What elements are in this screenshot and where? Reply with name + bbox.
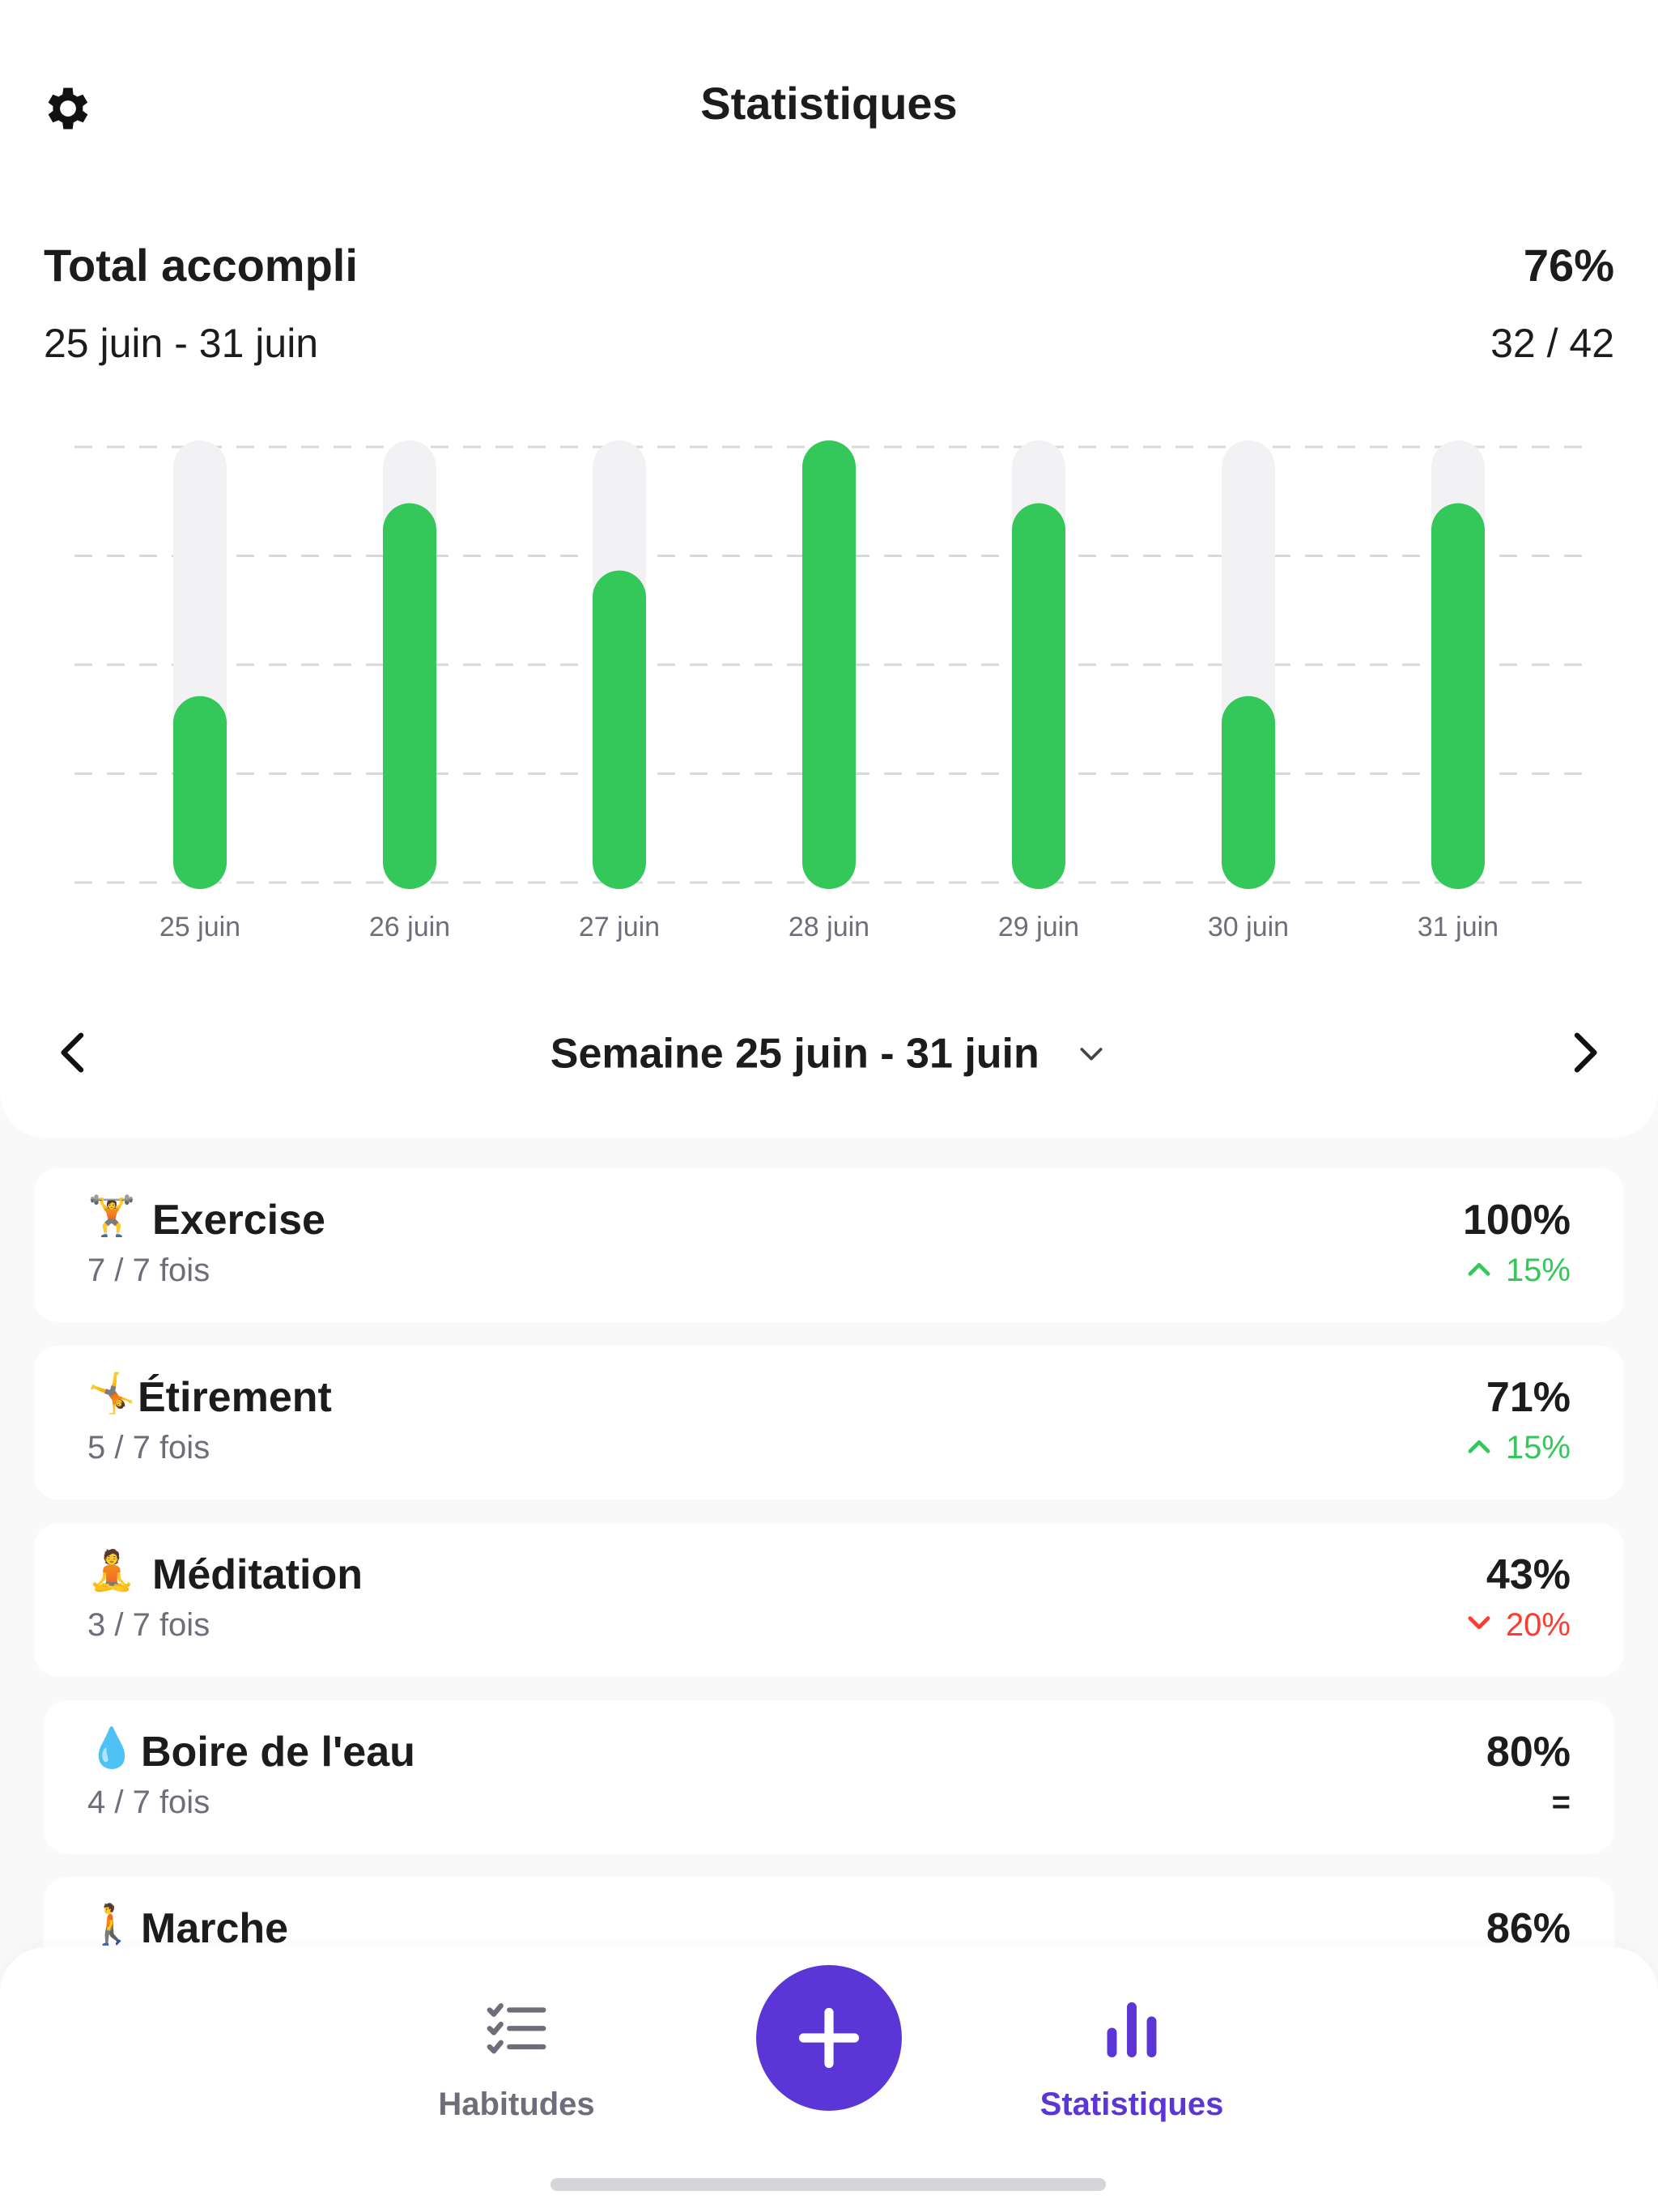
tab-statistiques-label: Statistiques: [1039, 2087, 1224, 2122]
x-tick-label: 25 juin: [159, 912, 240, 942]
summary-count: 32 / 42: [1490, 321, 1614, 366]
habit-emoji: 🧘: [87, 1550, 136, 1593]
x-tick-label: 30 juin: [1208, 912, 1289, 942]
habit-percent: 86%: [1486, 1905, 1571, 1952]
habit-name: Méditation: [152, 1551, 363, 1598]
page-title: Statistiques: [700, 78, 958, 129]
habit-card-exercise[interactable]: 🏋️ Exercise 7 / 7 fois 100% 15%: [34, 1168, 1624, 1322]
habit-emoji: 🤸: [87, 1372, 136, 1415]
trend-up-icon: [1468, 1262, 1490, 1276]
summary-percent: 76%: [1523, 240, 1614, 291]
bar-chart-icon: [1107, 2002, 1157, 2057]
habit-count: 4 / 7 fois: [87, 1784, 210, 1820]
habit-card-etirement[interactable]: 🤸 Étirement 5 / 7 fois 71% 15%: [34, 1346, 1624, 1499]
bar-26-juin: [383, 503, 436, 889]
plus-icon: [798, 2007, 860, 2069]
stats-header-card: Statistiques Total accompli 25 juin - 31…: [0, 78, 1658, 1093]
habit-name: Boire de l'eau: [141, 1729, 415, 1776]
week-navigator: Semaine 25 juin - 31 juin: [0, 1012, 1658, 1093]
tab-statistiques[interactable]: Statistiques: [1027, 1996, 1237, 2123]
habit-trend: 20%: [1464, 1607, 1571, 1644]
habit-percent: 71%: [1486, 1374, 1571, 1421]
summary-range: 25 juin - 31 juin: [44, 321, 319, 366]
chevron-down-icon: [1080, 1048, 1103, 1061]
habit-name: Étirement: [138, 1374, 332, 1421]
week-selector[interactable]: Semaine 25 juin - 31 juin: [0, 1027, 1658, 1078]
habit-name: Exercise: [152, 1197, 325, 1244]
x-tick-label: 29 juin: [998, 912, 1079, 942]
gear-icon[interactable]: [40, 81, 96, 136]
bar-25-juin: [173, 696, 227, 889]
tab-habitudes[interactable]: Habitudes: [411, 1996, 622, 2123]
habit-count: 3 / 7 fois: [87, 1607, 210, 1643]
chevron-right-icon[interactable]: [1558, 1027, 1609, 1078]
habit-trend: 15%: [1464, 1253, 1571, 1289]
summary-title: Total accompli: [44, 240, 358, 291]
bar-29-juin: [1012, 503, 1065, 889]
bar-28-juin: [802, 440, 856, 889]
trend-up-icon: [1468, 1440, 1490, 1453]
bar-30-juin: [1222, 696, 1275, 889]
habit-trend-value: 20%: [1505, 1607, 1571, 1643]
x-tick-label: 26 juin: [369, 912, 450, 942]
checklist-icon: [487, 2003, 546, 2054]
habit-trend-value: 15%: [1505, 1253, 1571, 1288]
week-label: Semaine 25 juin - 31 juin: [550, 1030, 1039, 1078]
habit-emoji: 🚶: [87, 1904, 136, 1946]
habit-card-meditation[interactable]: 🧘 Méditation 3 / 7 fois 43% 20%: [34, 1523, 1624, 1677]
habit-emoji: 💧: [87, 1727, 136, 1770]
habit-card-boire-de-leau[interactable]: 💧 Boire de l'eau 4 / 7 fois 80% =: [44, 1700, 1614, 1854]
habit-count: 7 / 7 fois: [87, 1253, 210, 1288]
chevron-left-icon[interactable]: [49, 1027, 100, 1078]
habit-percent: 80%: [1486, 1729, 1571, 1776]
bar-27-juin: [593, 570, 646, 889]
habit-percent: 43%: [1486, 1551, 1571, 1598]
x-tick-label: 27 juin: [579, 912, 660, 942]
bar-31-juin: [1431, 503, 1485, 889]
weekly-bar-chart: 25 juin 26 juin 27 juin 28 juin 29 juin 30 ju…: [74, 440, 1584, 942]
x-tick-label: 31 juin: [1418, 912, 1499, 942]
habit-emoji: 🏋️: [87, 1195, 136, 1238]
habit-trend-value: =: [1551, 1784, 1571, 1820]
home-indicator: [551, 2178, 1106, 2191]
tab-habitudes-label: Habitudes: [438, 2087, 595, 2122]
habit-trend: 15%: [1464, 1430, 1571, 1466]
habit-count: 5 / 7 fois: [87, 1430, 210, 1465]
add-habit-button[interactable]: [756, 1965, 902, 2111]
habit-trend-value: 15%: [1505, 1430, 1571, 1465]
x-tick-label: 28 juin: [789, 912, 869, 942]
habit-percent: 100%: [1463, 1197, 1571, 1244]
trend-down-icon: [1468, 1616, 1490, 1630]
habit-name: Marche: [141, 1905, 289, 1952]
